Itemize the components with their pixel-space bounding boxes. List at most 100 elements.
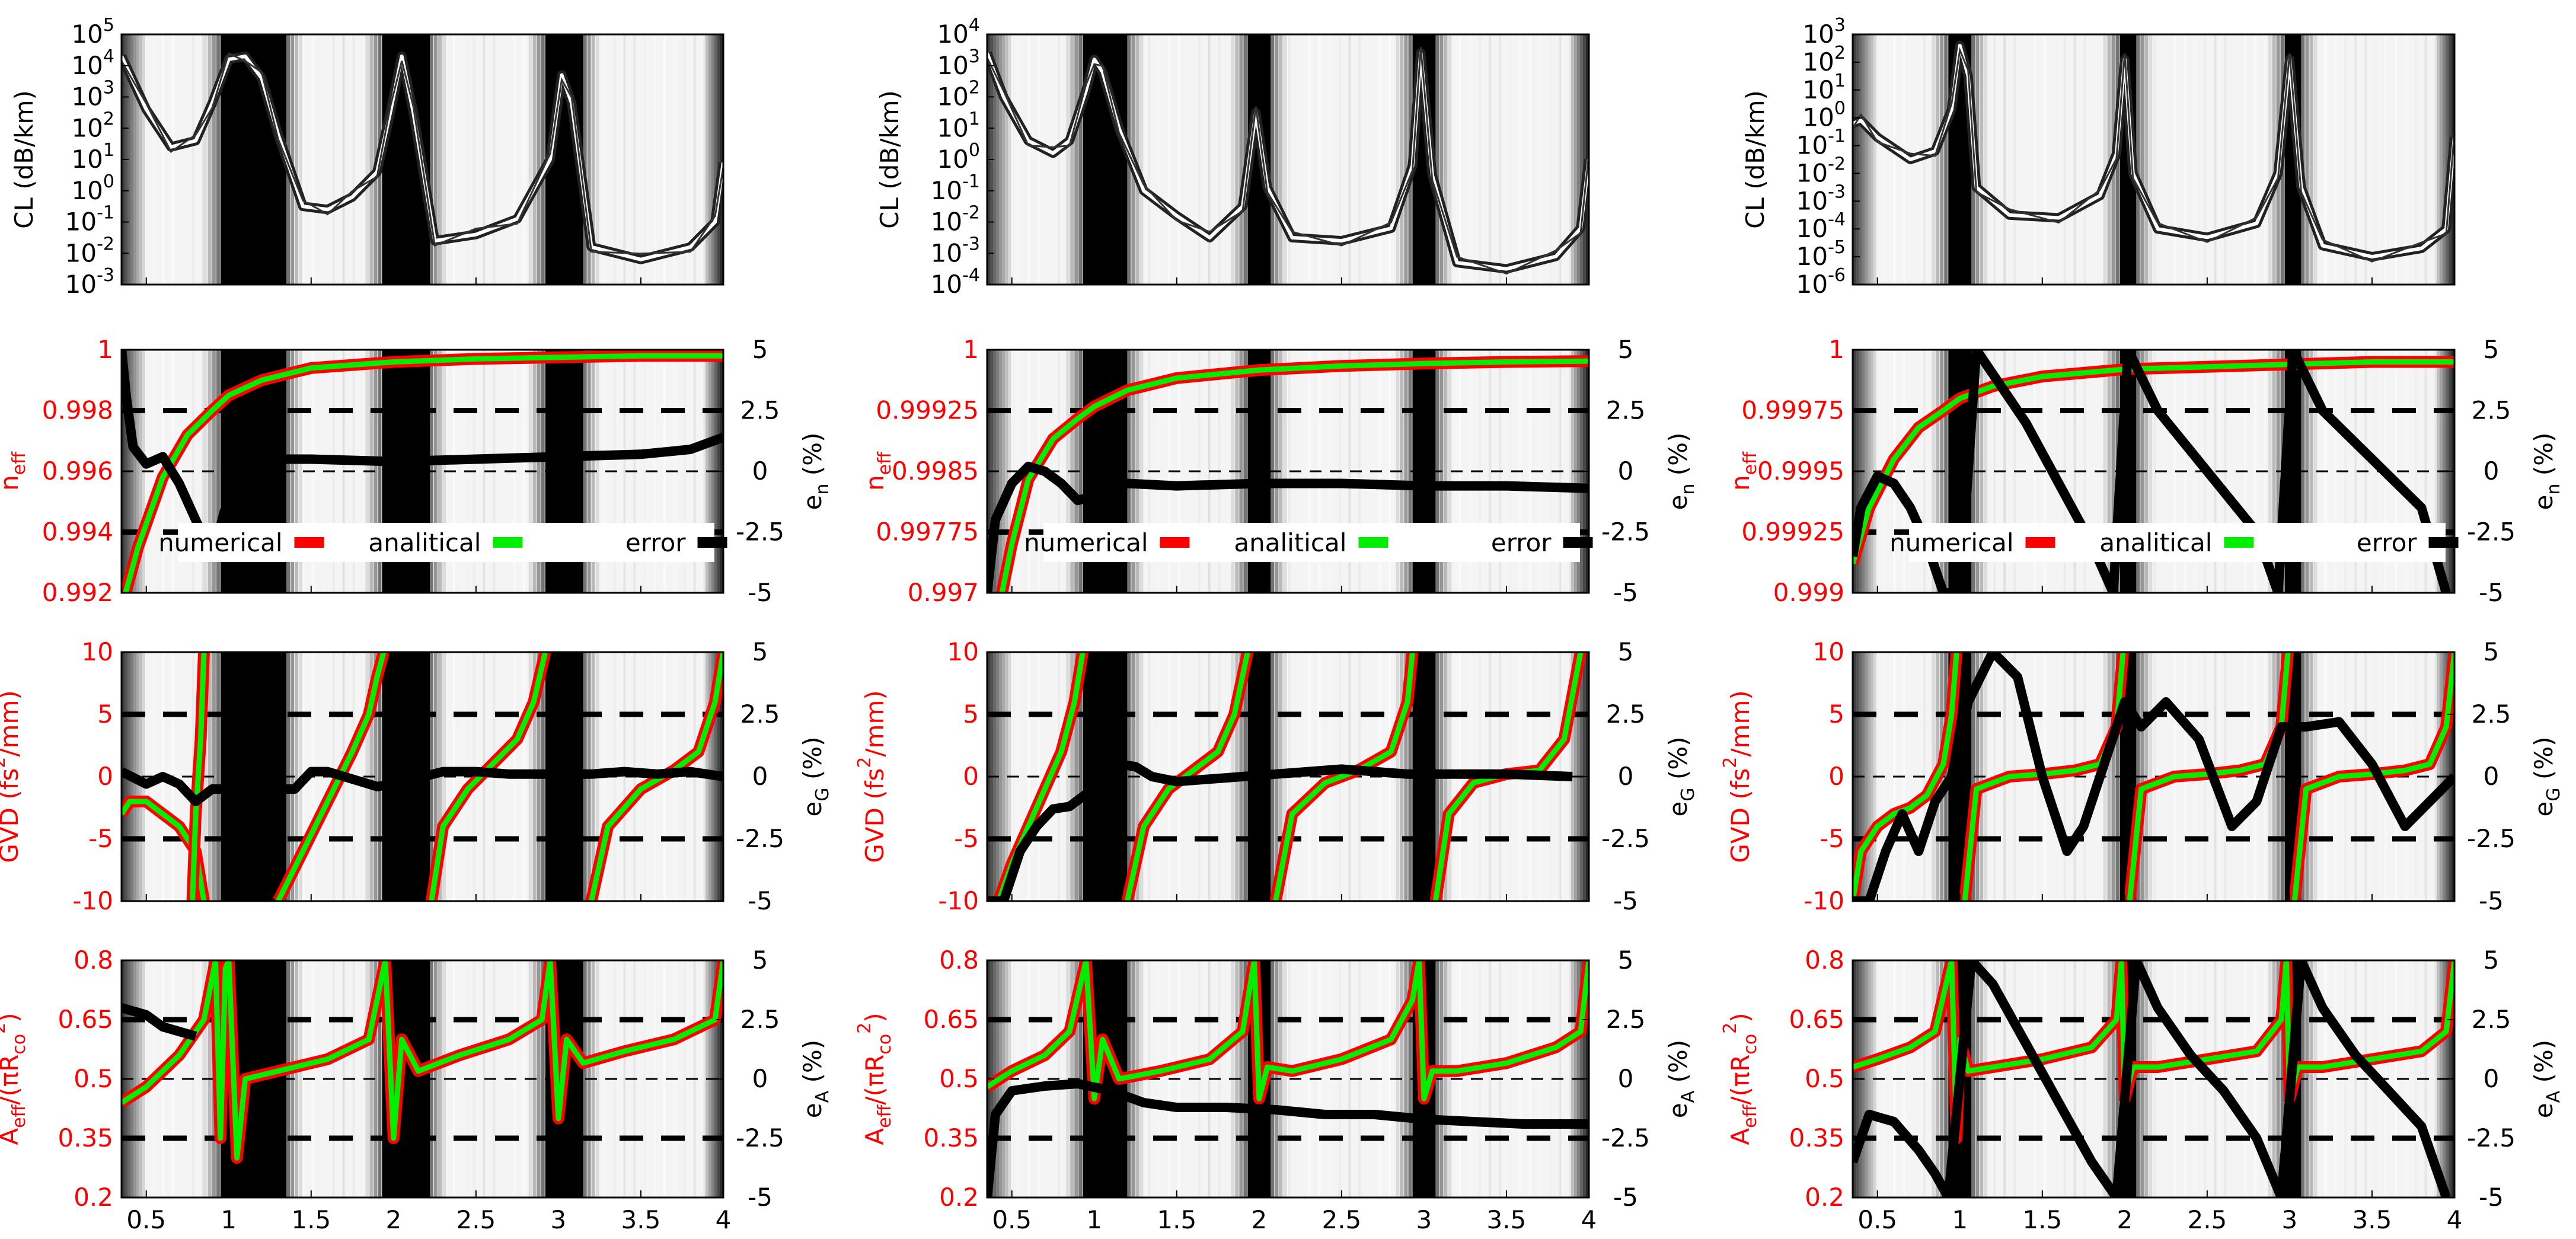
plot-area bbox=[987, 652, 1589, 901]
x-tick-label: 1.5 bbox=[1157, 1205, 1196, 1234]
background-stripe bbox=[2434, 652, 2437, 901]
background-stripe bbox=[1499, 34, 1502, 285]
plot-area bbox=[1853, 652, 2454, 901]
background-stripe bbox=[1883, 34, 1886, 285]
y2-tick-label: 0 bbox=[2484, 456, 2500, 486]
y2-tick-label: 0 bbox=[752, 762, 768, 791]
y-tick-label: 0.992 bbox=[42, 578, 113, 607]
band-fringe bbox=[1944, 34, 1948, 285]
band-fringe bbox=[2309, 652, 2313, 901]
background-stripe bbox=[2344, 34, 2347, 285]
band-fringe bbox=[2149, 960, 2153, 1198]
y-tick-label: 10-1 bbox=[931, 171, 980, 205]
band-fringe bbox=[374, 350, 378, 593]
y2-tick-label: -2.5 bbox=[736, 1123, 784, 1152]
y2-tick-label: -2.5 bbox=[1601, 824, 1650, 853]
band-fringe bbox=[595, 960, 599, 1198]
edge-stripe bbox=[1868, 652, 1870, 901]
edge-stripe bbox=[1868, 960, 1870, 1198]
y-tick-label: 0.2 bbox=[1805, 1183, 1844, 1212]
y-tick-label: 0.2 bbox=[939, 1183, 979, 1212]
band-fringe bbox=[2103, 34, 2107, 285]
background-stripe bbox=[2033, 34, 2036, 285]
analytical-curve bbox=[122, 960, 723, 1161]
plot-frame bbox=[120, 33, 724, 286]
legend-label-numerical: numerical bbox=[1024, 528, 1148, 557]
background-stripe bbox=[2184, 34, 2186, 285]
y-tick-label: 0.994 bbox=[42, 518, 113, 547]
band-fringe bbox=[537, 34, 541, 285]
plot-area bbox=[987, 960, 1589, 1198]
band-fringe bbox=[583, 350, 587, 593]
background-stripe bbox=[623, 960, 626, 1198]
band-fringe bbox=[1243, 350, 1247, 593]
background-stripe bbox=[2013, 34, 2016, 285]
edge-stripe bbox=[1005, 652, 1008, 901]
background-stripe bbox=[643, 350, 646, 593]
error-curve bbox=[1853, 960, 2451, 1198]
y-tick-label: 10-4 bbox=[931, 265, 980, 299]
background-stripe bbox=[623, 652, 626, 901]
background-stripe bbox=[1368, 34, 1371, 285]
y2-tick-label: 0 bbox=[752, 456, 768, 486]
background-stripe bbox=[1188, 34, 1190, 285]
background-stripe bbox=[2234, 350, 2237, 593]
edge-stripe bbox=[711, 34, 714, 285]
band-fringe bbox=[1283, 350, 1287, 593]
background-stripe bbox=[1308, 652, 1311, 901]
edge-stripe bbox=[1865, 350, 1868, 593]
y2-axis-label: eA (%) bbox=[2529, 1040, 2564, 1118]
background-stripe bbox=[1038, 34, 1040, 285]
background-stripe bbox=[503, 960, 506, 1198]
band-fringe bbox=[2107, 652, 2111, 901]
x-tick-label: 1.5 bbox=[2022, 1205, 2062, 1234]
cl-numerical-trace bbox=[122, 52, 723, 255]
background-stripe bbox=[2334, 350, 2337, 593]
background-stripe bbox=[2354, 350, 2357, 593]
band-fringe bbox=[1235, 34, 1239, 285]
y2-axis-label: en (%) bbox=[2529, 433, 2564, 510]
background-stripe bbox=[2424, 34, 2427, 285]
plot-frame bbox=[120, 349, 724, 594]
band-fringe bbox=[291, 34, 295, 285]
band-fringe bbox=[1936, 34, 1940, 285]
background-stripe bbox=[523, 34, 526, 285]
background-stripe bbox=[2153, 350, 2156, 593]
y2-tick-label: -5 bbox=[2479, 1183, 2504, 1212]
background-stripe bbox=[1489, 960, 1492, 1198]
y-tick-label: 0.5 bbox=[1805, 1064, 1844, 1093]
analytical-curve bbox=[2291, 652, 2454, 901]
y-tick-label: 0.99775 bbox=[876, 518, 979, 547]
y-tick-label: 10-1 bbox=[65, 203, 114, 237]
background-stripe bbox=[2394, 960, 2397, 1198]
background-stripe bbox=[2434, 34, 2437, 285]
y2-tick-label: 2.5 bbox=[2472, 1005, 2511, 1034]
y2-tick-label: 5 bbox=[2484, 637, 2500, 666]
background-stripe bbox=[1218, 34, 1221, 285]
x-tick-label: 3.5 bbox=[621, 1205, 661, 1234]
y2-tick-label: 0 bbox=[752, 1064, 768, 1093]
background-stripe bbox=[2354, 34, 2357, 285]
band-fringe bbox=[1944, 960, 1948, 1198]
background-stripe bbox=[643, 34, 646, 285]
background-stripe bbox=[483, 960, 486, 1198]
y-tick-label: 10-2 bbox=[65, 234, 114, 267]
plot-frame bbox=[986, 651, 1590, 902]
band-fringe bbox=[430, 34, 434, 285]
error-curve bbox=[987, 461, 1589, 593]
x-tick-label: 2 bbox=[385, 1205, 401, 1234]
background-stripe bbox=[1177, 34, 1180, 285]
edge-stripe bbox=[133, 960, 136, 1198]
y-tick-label: 0.8 bbox=[939, 946, 979, 975]
plot-area bbox=[122, 350, 723, 593]
band-fringe bbox=[1448, 960, 1452, 1198]
background-stripe bbox=[1368, 652, 1371, 901]
y2-axis-label: en (%) bbox=[798, 433, 833, 510]
edge-stripe bbox=[717, 34, 720, 285]
x-tick-label: 1.5 bbox=[291, 1205, 331, 1234]
panel-col1-neff: numerical analitical error 0.992 0.994 0.996 0… bbox=[0, 335, 833, 607]
y2-tick-label: -2.5 bbox=[736, 518, 784, 547]
background-stripe bbox=[462, 34, 465, 285]
band-fringe bbox=[365, 34, 369, 285]
y-tick-label: 100 bbox=[1802, 98, 1846, 132]
